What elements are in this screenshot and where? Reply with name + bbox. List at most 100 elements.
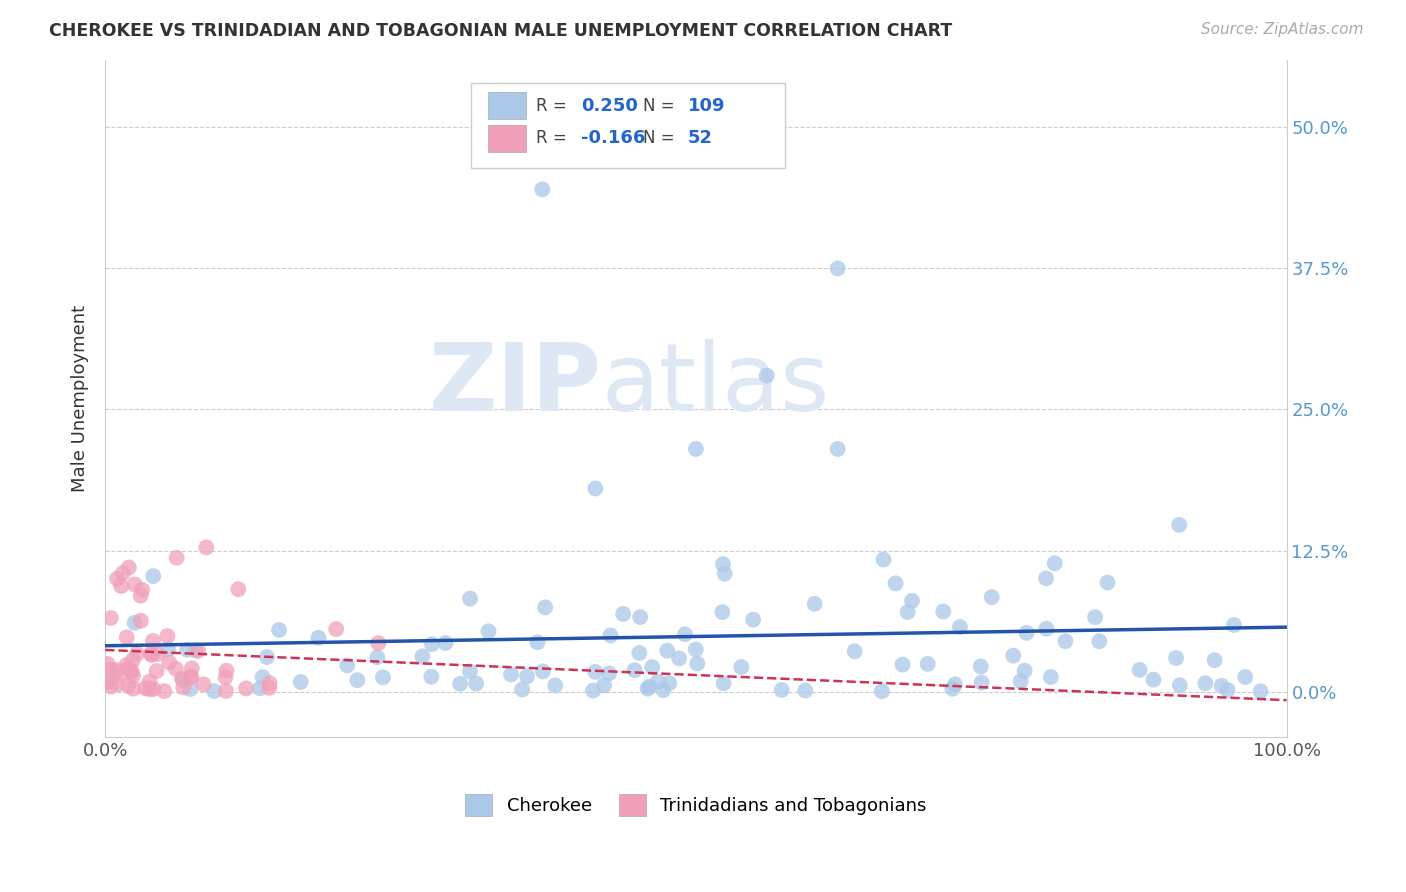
Point xyxy=(256,650,278,665)
Point xyxy=(122,681,145,696)
Point xyxy=(1129,663,1152,677)
Point xyxy=(458,665,481,679)
Point xyxy=(145,664,167,678)
Point xyxy=(713,676,735,690)
Point xyxy=(146,647,169,661)
Point xyxy=(180,670,202,684)
Point xyxy=(202,684,225,698)
Point xyxy=(1223,618,1246,632)
Point xyxy=(108,668,131,682)
Point xyxy=(105,572,128,586)
Point xyxy=(755,368,778,383)
Point xyxy=(107,677,129,691)
Text: ZIP: ZIP xyxy=(429,339,602,431)
Point xyxy=(1088,634,1111,648)
Point xyxy=(534,600,557,615)
Point xyxy=(180,670,202,684)
Point xyxy=(641,660,664,674)
Point xyxy=(598,666,620,681)
Point xyxy=(970,659,993,673)
Point xyxy=(115,630,138,644)
Point xyxy=(730,660,752,674)
Point xyxy=(179,681,201,696)
Point xyxy=(142,634,165,648)
Point xyxy=(1216,683,1239,698)
Point xyxy=(637,681,659,696)
Point xyxy=(870,684,893,698)
Point xyxy=(891,657,914,672)
Point xyxy=(100,663,122,677)
Point xyxy=(827,442,849,456)
Text: 109: 109 xyxy=(688,96,725,115)
FancyBboxPatch shape xyxy=(488,125,526,152)
Point xyxy=(366,650,388,665)
Point xyxy=(125,647,148,661)
Legend: Cherokee, Trinidadians and Tobagonians: Cherokee, Trinidadians and Tobagonians xyxy=(458,787,934,823)
Point xyxy=(129,614,152,628)
Point xyxy=(100,680,122,694)
FancyBboxPatch shape xyxy=(488,92,526,120)
Text: 52: 52 xyxy=(688,129,713,147)
Point xyxy=(583,482,606,496)
Point xyxy=(949,620,972,634)
Point xyxy=(458,591,481,606)
Point xyxy=(187,644,209,658)
Point xyxy=(1211,679,1233,693)
Point xyxy=(195,541,218,555)
Point xyxy=(941,681,963,696)
Text: Source: ZipAtlas.com: Source: ZipAtlas.com xyxy=(1201,22,1364,37)
Point xyxy=(980,590,1002,604)
Point xyxy=(917,657,939,671)
Point xyxy=(1194,676,1216,690)
Point xyxy=(1002,648,1025,663)
Point xyxy=(1015,625,1038,640)
Point xyxy=(117,679,139,693)
Point xyxy=(499,667,522,681)
Point xyxy=(134,681,156,696)
Point xyxy=(794,683,817,698)
Point xyxy=(516,669,538,683)
Point xyxy=(1035,571,1057,585)
Point xyxy=(138,674,160,689)
Point xyxy=(531,665,554,679)
Point xyxy=(371,670,394,684)
Point xyxy=(901,594,924,608)
Point xyxy=(465,676,488,690)
Y-axis label: Male Unemployment: Male Unemployment xyxy=(72,305,89,491)
Point xyxy=(1043,556,1066,570)
Text: -0.166: -0.166 xyxy=(581,129,645,147)
Point xyxy=(367,636,389,650)
Point xyxy=(180,661,202,675)
Point xyxy=(652,683,675,698)
Point xyxy=(593,678,616,692)
FancyBboxPatch shape xyxy=(471,83,785,168)
Point xyxy=(252,670,274,684)
Point xyxy=(742,613,765,627)
Point xyxy=(583,665,606,679)
Text: N =: N = xyxy=(643,96,679,115)
Point xyxy=(215,684,238,698)
Point xyxy=(1250,684,1272,698)
Text: atlas: atlas xyxy=(602,339,830,431)
Point xyxy=(1014,664,1036,678)
Point xyxy=(932,604,955,618)
Point xyxy=(803,597,825,611)
Point xyxy=(411,649,433,664)
Point xyxy=(582,683,605,698)
Point xyxy=(259,676,281,690)
Point xyxy=(259,681,281,695)
Point xyxy=(165,662,187,676)
Point xyxy=(118,661,141,675)
Point xyxy=(1010,674,1032,689)
Point xyxy=(267,623,290,637)
Point xyxy=(124,577,146,591)
Point xyxy=(420,670,443,684)
Point xyxy=(96,672,118,686)
Point xyxy=(970,675,993,690)
Point xyxy=(686,657,709,671)
Point xyxy=(1168,678,1191,692)
Point xyxy=(531,182,554,196)
Point xyxy=(307,631,329,645)
Point xyxy=(673,627,696,641)
Point xyxy=(170,672,193,686)
